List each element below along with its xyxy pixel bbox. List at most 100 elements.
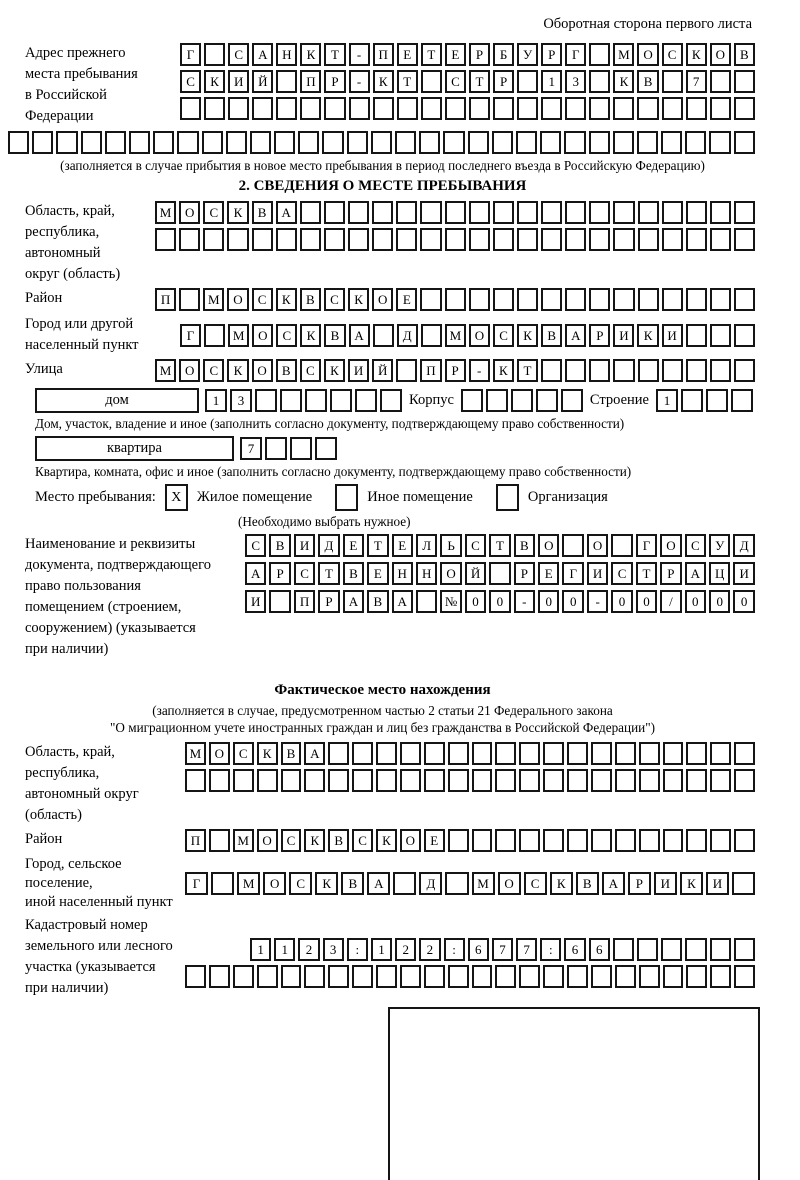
char-cell[interactable] xyxy=(492,201,514,224)
char-cell[interactable]: С xyxy=(203,201,225,224)
char-cell[interactable] xyxy=(445,872,469,895)
char-cell[interactable] xyxy=(352,965,373,988)
char-cell[interactable]: О xyxy=(709,43,731,66)
char-cell[interactable] xyxy=(104,131,126,154)
char-cell[interactable] xyxy=(323,228,345,251)
char-cell[interactable]: К xyxy=(348,288,370,311)
char-cell[interactable] xyxy=(638,965,660,988)
char-cell[interactable] xyxy=(709,97,731,120)
char-cell[interactable]: 0 xyxy=(538,590,560,613)
char-cell[interactable]: Е xyxy=(396,43,418,66)
char-cell[interactable]: Т xyxy=(468,70,491,93)
char-cell[interactable] xyxy=(447,965,469,988)
char-cell[interactable] xyxy=(471,769,493,792)
char-cell[interactable] xyxy=(300,97,322,120)
char-cell[interactable]: С xyxy=(323,288,345,311)
char-cell[interactable] xyxy=(420,201,442,224)
char-cell[interactable]: 0 xyxy=(489,590,511,613)
char-cell[interactable] xyxy=(565,97,587,120)
char-cell[interactable] xyxy=(638,769,660,792)
char-cell[interactable] xyxy=(492,228,514,251)
char-cell[interactable]: Е xyxy=(367,562,389,585)
char-cell[interactable]: И xyxy=(586,562,609,585)
char-cell[interactable]: С xyxy=(245,534,267,557)
char-cell[interactable]: В xyxy=(733,43,755,66)
char-cell[interactable]: А xyxy=(252,43,274,66)
char-cell[interactable]: 1 xyxy=(205,389,227,412)
char-cell[interactable]: 0 xyxy=(733,590,755,613)
char-cell[interactable] xyxy=(567,769,588,792)
char-cell[interactable]: О xyxy=(179,359,201,382)
char-cell[interactable] xyxy=(734,228,756,251)
char-cell[interactable] xyxy=(517,97,539,120)
char-cell[interactable]: Р xyxy=(324,70,346,93)
char-cell[interactable] xyxy=(543,769,564,792)
char-cell[interactable]: С xyxy=(232,742,254,765)
char-cell[interactable]: Е xyxy=(396,288,418,311)
char-cell[interactable] xyxy=(32,131,54,154)
char-cell[interactable] xyxy=(471,829,493,852)
char-cell[interactable] xyxy=(709,131,731,154)
char-cell[interactable] xyxy=(232,769,254,792)
char-cell[interactable]: С xyxy=(523,872,547,895)
char-cell[interactable] xyxy=(447,742,469,765)
char-cell[interactable]: № xyxy=(440,590,462,613)
char-cell[interactable]: 2 xyxy=(395,938,417,961)
char-cell[interactable] xyxy=(662,965,684,988)
char-cell[interactable] xyxy=(471,742,493,765)
char-cell[interactable] xyxy=(179,228,201,251)
char-cell[interactable] xyxy=(517,70,539,93)
char-cell[interactable]: О xyxy=(179,201,201,224)
char-cell[interactable] xyxy=(710,742,732,765)
char-cell[interactable] xyxy=(323,201,345,224)
char-cell[interactable]: В xyxy=(541,323,563,347)
char-cell[interactable]: Ц xyxy=(709,562,731,585)
char-cell[interactable] xyxy=(662,829,684,852)
char-cell[interactable] xyxy=(565,201,587,224)
char-cell[interactable]: 1 xyxy=(655,389,678,412)
char-cell[interactable]: С xyxy=(289,872,313,895)
char-cell[interactable] xyxy=(730,389,753,412)
char-cell[interactable] xyxy=(468,97,491,120)
char-cell[interactable]: С xyxy=(493,323,515,347)
char-cell[interactable]: Д xyxy=(396,323,418,347)
char-cell[interactable]: : xyxy=(540,938,562,961)
char-cell[interactable]: Р xyxy=(269,562,291,585)
char-cell[interactable]: Р xyxy=(589,323,611,347)
char-cell[interactable] xyxy=(733,97,755,120)
char-cell[interactable]: Т xyxy=(489,534,511,557)
char-cell[interactable] xyxy=(444,228,466,251)
char-cell[interactable]: М xyxy=(203,288,225,311)
char-cell[interactable] xyxy=(685,323,707,347)
char-cell[interactable] xyxy=(376,965,397,988)
char-cell[interactable] xyxy=(495,769,517,792)
char-cell[interactable]: М xyxy=(444,323,466,347)
char-cell[interactable] xyxy=(180,97,202,120)
char-cell[interactable] xyxy=(589,70,611,93)
char-cell[interactable] xyxy=(733,323,755,347)
char-cell[interactable] xyxy=(444,97,466,120)
char-cell[interactable]: Р xyxy=(627,872,651,895)
char-cell[interactable]: Й xyxy=(464,562,487,585)
char-cell[interactable] xyxy=(560,389,583,412)
char-cell[interactable]: 7 xyxy=(240,437,262,460)
char-cell[interactable]: Р xyxy=(660,562,682,585)
char-cell[interactable]: П xyxy=(372,43,394,66)
char-cell[interactable]: Р xyxy=(468,43,491,66)
char-cell[interactable]: М xyxy=(155,359,177,382)
char-cell[interactable] xyxy=(204,97,226,120)
char-cell[interactable]: К xyxy=(549,872,573,895)
char-cell[interactable]: И xyxy=(293,534,316,557)
char-cell[interactable] xyxy=(423,769,445,792)
char-cell[interactable]: А xyxy=(565,323,587,347)
char-cell[interactable]: А xyxy=(275,201,297,224)
char-cell[interactable]: 0 xyxy=(684,590,707,613)
char-cell[interactable]: 1 xyxy=(541,70,563,93)
char-cell[interactable] xyxy=(208,965,230,988)
char-cell[interactable]: С xyxy=(203,359,225,382)
char-cell[interactable]: Е xyxy=(538,562,560,585)
char-cell[interactable] xyxy=(734,829,755,852)
char-cell[interactable] xyxy=(661,201,683,224)
char-cell[interactable] xyxy=(661,228,683,251)
char-cell[interactable] xyxy=(661,97,683,120)
